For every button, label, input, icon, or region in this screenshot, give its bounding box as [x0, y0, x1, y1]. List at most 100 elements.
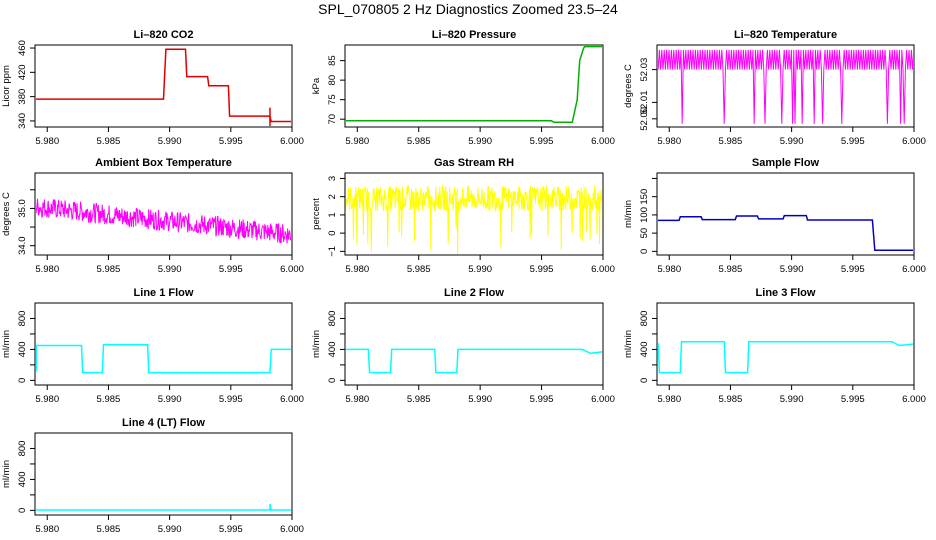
chart-8-xtick-label: 5.990	[468, 394, 492, 405]
figure-title: SPL_070805 2 Hz Diagnostics Zoomed 23.5–…	[318, 1, 618, 17]
chart-3-xtick-label: 6.000	[902, 136, 926, 147]
chart-9-xtick-label: 5.980	[657, 394, 681, 405]
chart-5-title: Gas Stream RH	[434, 157, 514, 169]
chart-10-xtick-label: 5.990	[158, 524, 182, 535]
chart-7-xtick-label: 5.980	[35, 394, 59, 405]
chart-10-ytick-label: 800	[17, 441, 28, 457]
chart-6-title: Sample Flow	[752, 157, 820, 169]
chart-1-xtick-label: 6.000	[280, 136, 304, 147]
chart-4-ylabel: degrees C	[1, 192, 12, 236]
chart-6-series-line	[658, 214, 913, 252]
chart-5-xtick-label: 5.980	[345, 264, 369, 275]
chart-6-ylabel: ml/min	[623, 200, 634, 228]
chart-4-xtick-label: 5.980	[35, 264, 59, 275]
chart-5-frame	[344, 172, 604, 256]
chart-9-frame	[656, 302, 915, 386]
chart-2-series-line	[346, 46, 602, 124]
chart-8-xtick-label: 5.995	[530, 394, 554, 405]
chart-1-xtick-label: 5.990	[158, 136, 182, 147]
chart-9-ytick-label: 400	[639, 341, 650, 357]
chart-2-frame	[344, 44, 604, 128]
chart-4-frame	[34, 172, 293, 256]
chart-8-xtick-label: 5.985	[407, 394, 431, 405]
chart-7-series-line	[36, 344, 291, 374]
chart-7-plot-area	[36, 344, 291, 374]
chart-6-xtick-label: 5.985	[719, 264, 743, 275]
chart-10-ytick-label: 400	[17, 471, 28, 487]
chart-2-xtick-label: 5.980	[345, 136, 369, 147]
chart-10-xtick-label: 5.995	[219, 524, 243, 535]
chart-8-xtick-label: 5.980	[345, 394, 369, 405]
chart-6-xtick-label: 6.000	[902, 264, 926, 275]
chart-5-ylabel: percent	[311, 198, 322, 230]
chart-2-xtick-label: 5.995	[530, 136, 554, 147]
chart-3-series-line	[658, 49, 913, 124]
chart-2-ylabel: kPa	[311, 77, 322, 94]
chart-5-plot-area	[346, 184, 602, 254]
chart-8-title: Line 2 Flow	[444, 287, 504, 299]
chart-8-frame	[344, 302, 604, 386]
chart-5-ytick-label: 2	[327, 194, 338, 199]
chart-7-ytick-label: 0	[17, 378, 28, 383]
chart-10-plot-area	[36, 504, 291, 511]
chart-7-xtick-label: 6.000	[280, 394, 304, 405]
chart-3-frame	[656, 44, 915, 128]
chart-1-panel: Li–820 CO2 Licor ppm 5.980 5.985 5.990 5.995 6…	[1, 29, 304, 147]
chart-6-ytick-label: 150	[639, 189, 650, 205]
chart-2-ytick-label: 80	[327, 75, 338, 86]
chart-7-ytick-label: 400	[17, 341, 28, 357]
chart-9-ylabel: ml/min	[623, 330, 634, 358]
chart-4-ytick-label: 35.0	[17, 199, 28, 218]
chart-2-xtick-label: 5.990	[468, 136, 492, 147]
chart-9-xtick-label: 5.995	[841, 394, 865, 405]
chart-4-series-line	[36, 198, 291, 244]
chart-9-panel: Line 3 Flow ml/min 5.980 5.985 5.990 5.995 6.0…	[623, 287, 926, 405]
chart-9-title: Line 3 Flow	[756, 287, 816, 299]
chart-6-frame	[656, 172, 915, 256]
chart-3-title: Li–820 Temperature	[734, 29, 837, 41]
chart-2-title: Li–820 Pressure	[432, 29, 516, 41]
chart-10-xtick-label: 5.980	[35, 524, 59, 535]
chart-7-ytick-label: 800	[17, 311, 28, 327]
chart-4-ytick-label: 34.0	[17, 236, 28, 255]
chart-2-panel: Li–820 Pressure kPa 5.980 5.985 5.990 5.995 6.…	[311, 29, 615, 147]
chart-7-ylabel: ml/min	[1, 330, 12, 358]
chart-10-frame	[34, 432, 293, 516]
chart-5-ytick-label: 0	[327, 230, 338, 235]
chart-1-xtick-label: 5.985	[97, 136, 121, 147]
chart-1-xtick-label: 5.980	[35, 136, 59, 147]
chart-9-plot-area	[658, 340, 913, 374]
chart-3-xtick-label: 5.995	[841, 136, 865, 147]
chart-3-plot-area	[658, 49, 913, 124]
chart-6-plot-area	[658, 214, 913, 252]
chart-1-ylabel: Licor ppm	[1, 65, 12, 107]
chart-9-ytick-label: 0	[639, 378, 650, 383]
chart-6-panel: Sample Flow ml/min 5.980 5.985 5.990 5.995 6.0…	[623, 157, 926, 275]
chart-3-ytick-label: 52.03	[639, 58, 650, 82]
chart-3-xtick-label: 5.980	[657, 136, 681, 147]
chart-8-ytick-label: 800	[327, 311, 338, 327]
chart-10-xtick-label: 5.985	[97, 524, 121, 535]
chart-9-xtick-label: 6.000	[902, 394, 926, 405]
chart-4-xtick-label: 5.990	[158, 264, 182, 275]
chart-8-xtick-label: 6.000	[591, 394, 615, 405]
chart-8-panel: Line 2 Flow ml/min 5.980 5.985 5.990 5.995 6.0…	[311, 287, 615, 405]
chart-3-ytick-label: 52.01	[639, 91, 650, 115]
chart-6-xtick-label: 5.995	[841, 264, 865, 275]
chart-1-title: Li–820 CO2	[134, 29, 194, 41]
chart-9-xtick-label: 5.990	[780, 394, 804, 405]
chart-6-xtick-label: 5.990	[780, 264, 804, 275]
chart-5-panel: Gas Stream RH percent 5.980 5.985 5.990 5.995…	[311, 157, 615, 275]
chart-4-plot-area	[36, 198, 291, 244]
chart-7-xtick-label: 5.985	[97, 394, 121, 405]
chart-1-ytick-label: 460	[17, 40, 28, 56]
chart-1-ytick-label: 420	[17, 64, 28, 80]
chart-5-xtick-label: 5.990	[468, 264, 492, 275]
chart-1-series-line	[36, 48, 291, 123]
chart-2-ytick-label: 75	[327, 94, 338, 105]
chart-10-ytick-label: 0	[17, 508, 28, 513]
chart-6-ytick-label: 50	[639, 228, 650, 239]
chart-1-ytick-label: 340	[17, 113, 28, 129]
chart-9-ytick-label: 800	[639, 311, 650, 327]
